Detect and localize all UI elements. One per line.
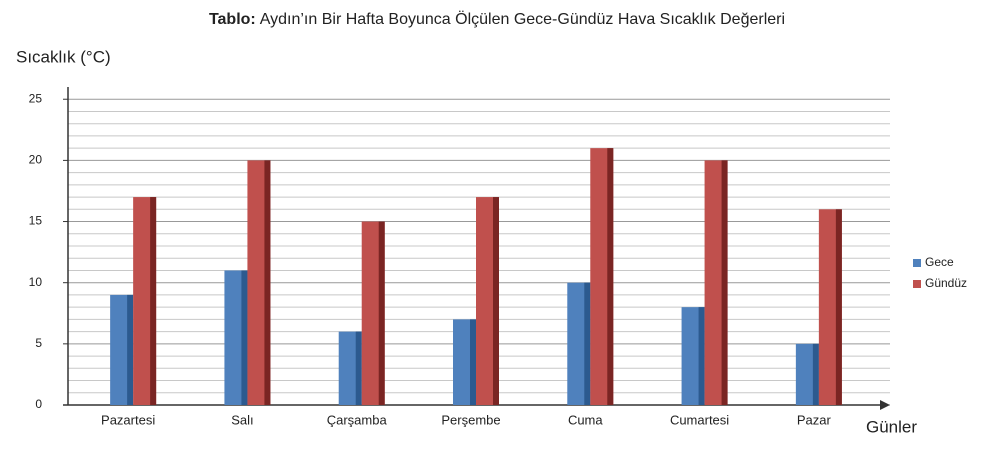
y-tick-label: 0 xyxy=(35,397,42,411)
x-axis-label: Günler xyxy=(866,417,917,436)
x-tick-label: Çarşamba xyxy=(327,412,388,427)
bar-side xyxy=(812,343,819,405)
y-tick-label: 10 xyxy=(29,275,43,289)
x-tick-label: Salı xyxy=(231,412,253,427)
y-tick-label: 25 xyxy=(29,91,43,105)
bar-side xyxy=(264,160,271,405)
y-axis-label: Sıcaklık (°C) xyxy=(16,47,111,66)
bar-side xyxy=(241,270,248,405)
bar-side xyxy=(470,319,476,405)
x-tick-label: Pazar xyxy=(797,412,832,427)
x-axis-arrow xyxy=(880,400,890,410)
y-tick-label: 20 xyxy=(29,153,43,167)
bar-side xyxy=(721,160,728,405)
bar-side xyxy=(584,282,591,405)
legend-label: Gündüz xyxy=(925,276,967,290)
bar-side xyxy=(607,148,614,405)
title-text: Aydın’ın Bir Hafta Boyunca Ölçülen Gece-… xyxy=(260,10,785,28)
y-tick-label: 15 xyxy=(29,214,43,228)
bar-side xyxy=(698,307,705,405)
y-tick-label: 5 xyxy=(35,336,42,350)
legend-swatch xyxy=(913,259,921,267)
x-tick-label: Pazartesi xyxy=(101,412,155,427)
legend-label: Gece xyxy=(925,255,954,269)
bar-side xyxy=(150,197,157,405)
bar-side xyxy=(127,294,134,405)
bar-side xyxy=(378,221,385,405)
chart-title: Tablo: Aydın’ın Bir Hafta Boyunca Ölçülen… xyxy=(209,10,785,28)
bar-side xyxy=(355,331,362,405)
bar-side xyxy=(493,197,499,405)
x-tick-label: Cuma xyxy=(568,412,603,427)
x-tick-label: Perşembe xyxy=(441,412,500,427)
legend-swatch xyxy=(913,280,921,288)
bar-side xyxy=(835,209,842,405)
title-label: Tablo: xyxy=(209,11,256,28)
x-tick-label: Cumartesi xyxy=(670,412,729,427)
